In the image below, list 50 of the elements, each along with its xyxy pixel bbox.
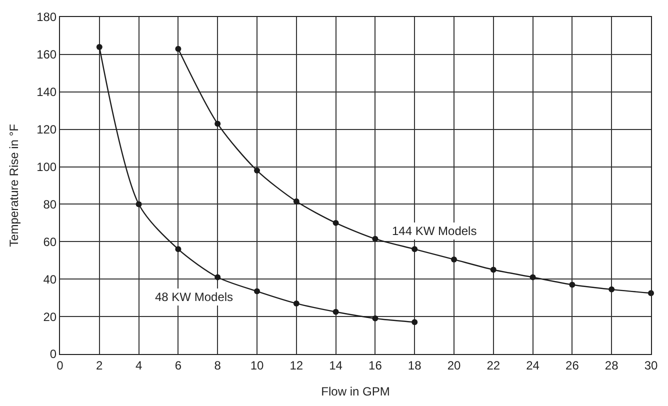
y-tick-label: 80 (43, 197, 57, 212)
point (175, 46, 182, 52)
x-tick-label: 4 (135, 358, 142, 372)
y-tick-label: 140 (36, 85, 57, 100)
x-tick-label: 2 (96, 358, 104, 372)
point (412, 246, 418, 252)
point (530, 274, 536, 280)
y-tick-label: 160 (36, 48, 57, 62)
point (293, 300, 300, 306)
x-tick-label: 30 (644, 358, 658, 372)
point (490, 266, 496, 273)
x-tick-label: 20 (447, 358, 461, 372)
point (293, 198, 300, 204)
point (372, 236, 378, 242)
point (214, 274, 221, 280)
x-tick-label: 10 (250, 358, 264, 372)
x-tick-label: 12 (290, 358, 304, 372)
series-label: 144 KW Models (392, 224, 477, 238)
point (214, 120, 221, 127)
y-tick-label: 0 (50, 347, 57, 362)
point (96, 44, 102, 50)
point (569, 282, 576, 288)
y-tick-label: 120 (36, 122, 57, 137)
y-tick-label: 20 (43, 310, 57, 324)
point (451, 256, 457, 262)
series-label: 48 KW Models (155, 290, 234, 304)
y-axis-title: Temperature Rise in °F (6, 124, 21, 247)
point (372, 315, 378, 322)
point (136, 201, 142, 208)
y-tick-label: 100 (36, 160, 57, 174)
x-tick-label: 16 (368, 358, 382, 372)
x-tick-label: 24 (526, 358, 540, 372)
x-tick-label: 6 (174, 358, 182, 372)
x-tick-label: 28 (604, 358, 619, 372)
y-tick-label: 180 (36, 10, 57, 24)
y-tick-label: 40 (43, 272, 57, 286)
point (332, 308, 339, 315)
y-tick-label: 60 (43, 234, 57, 249)
x-tick-label: 18 (408, 358, 422, 372)
point (412, 319, 418, 326)
point (175, 246, 182, 252)
x-tick-label: 8 (214, 358, 222, 372)
x-tick-label: 14 (329, 358, 343, 372)
x-tick-label: 26 (566, 358, 580, 372)
point (332, 220, 339, 226)
point (254, 168, 260, 174)
x-axis-title: Flow in GPM (321, 384, 390, 398)
point (608, 286, 615, 292)
x-tick-label: 22 (486, 358, 500, 372)
point (254, 288, 260, 294)
